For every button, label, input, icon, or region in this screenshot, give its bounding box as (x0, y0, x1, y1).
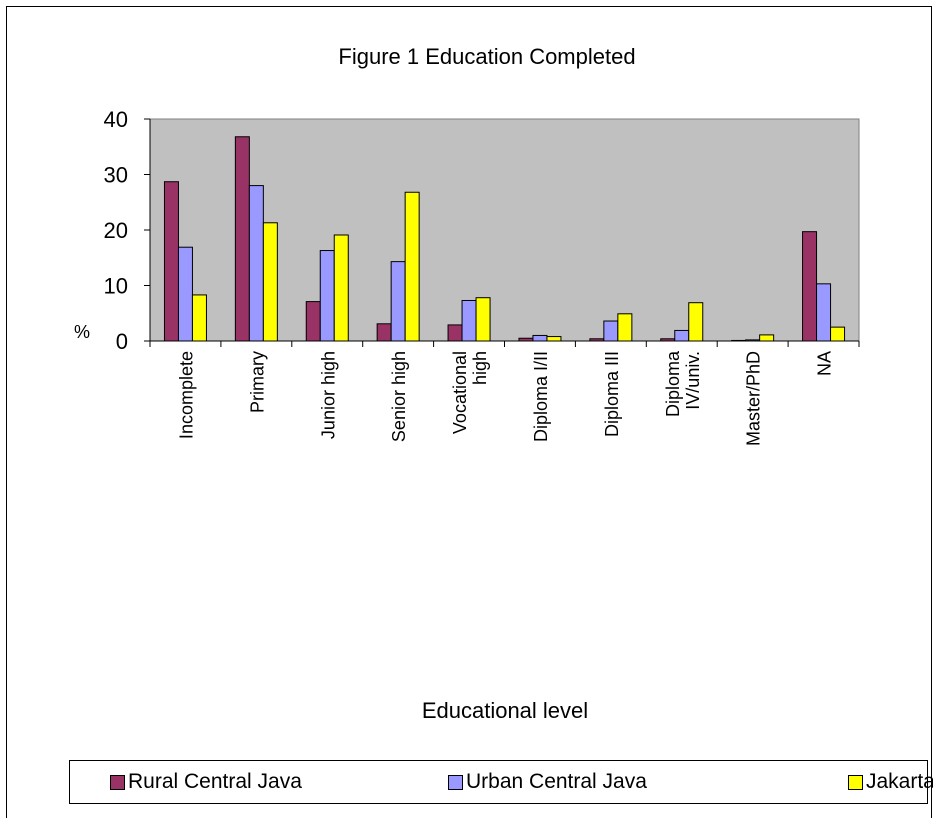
x-tick-label: NA (815, 351, 835, 376)
legend-label: Jakarta (866, 770, 933, 793)
bar-urban-central-java-2 (319, 250, 335, 342)
bar-jakarta-2 (333, 234, 349, 342)
bar-jakarta-5 (546, 336, 562, 342)
bar-jakarta-6 (617, 313, 633, 342)
x-tick-label: Diploma (663, 350, 683, 417)
y-tick-label: 40 (104, 107, 128, 132)
bar-jakarta-4 (475, 297, 491, 342)
bar-urban-central-java-4 (461, 299, 477, 342)
y-axis-ticks: 0 10 20 30 40 (104, 107, 150, 354)
legend-item: Urban Central Java (448, 761, 647, 803)
bar-jakarta-7 (688, 302, 704, 342)
y-tick-label: 30 (104, 163, 128, 188)
bar-jakarta-3 (404, 191, 420, 342)
legend-item: Rural Central Java (110, 761, 302, 803)
x-axis-label: Educational level (422, 698, 588, 723)
bar-urban-central-java-6 (603, 320, 619, 342)
bar-urban-central-java-7 (674, 329, 690, 342)
x-tick-label: Primary (247, 351, 267, 413)
legend-swatch (110, 774, 125, 790)
bar-jakarta-9 (830, 326, 846, 342)
x-tick-label: Master/PhD (744, 351, 764, 446)
x-tick-label: Diploma III (602, 351, 622, 437)
legend-label: Urban Central Java (466, 770, 647, 793)
x-axis-ticks: Incomplete Primary Junior high Senior high V… (149, 341, 860, 446)
x-tick-label: Junior high (318, 351, 338, 439)
y-tick-label: 0 (116, 329, 128, 354)
y-tick-label: 20 (104, 218, 128, 243)
x-tick-label: high (470, 351, 490, 385)
bar-rural-central-java-1 (234, 136, 250, 342)
bar-rural-central-java-2 (305, 301, 321, 342)
legend-label: Rural Central Java (128, 770, 302, 793)
bar-rural-central-java-4 (447, 324, 463, 342)
bar-jakarta-8 (759, 334, 775, 342)
legend-swatch (448, 774, 463, 790)
x-tick-label: Senior high (389, 351, 409, 442)
chart-frame (6, 6, 932, 818)
y-axis-label: % (74, 322, 90, 342)
legend: Rural Central Java Urban Central Java Jaka… (69, 760, 933, 804)
chart-title: Figure 1 Education Completed (338, 44, 635, 69)
x-tick-label: IV/univ. (683, 351, 703, 410)
x-tick-label: Vocational (450, 351, 470, 434)
bar-urban-central-java-5 (532, 334, 548, 342)
bar-rural-central-java-3 (376, 323, 392, 342)
x-tick-label: Diploma I/II (531, 351, 551, 442)
x-tick-label: Incomplete (176, 351, 196, 439)
bar-rural-central-java-0 (163, 181, 179, 342)
bar-rural-central-java-9 (802, 231, 818, 342)
legend-item: Jakarta (848, 761, 933, 803)
bar-urban-central-java-9 (816, 283, 832, 342)
bar-urban-central-java-3 (390, 261, 406, 342)
bar-urban-central-java-1 (248, 185, 264, 342)
legend-swatch (848, 774, 863, 790)
bar-urban-central-java-0 (177, 246, 193, 342)
y-tick-label: 10 (104, 274, 128, 299)
bar-jakarta-0 (191, 294, 207, 342)
bar-jakarta-1 (262, 222, 278, 342)
